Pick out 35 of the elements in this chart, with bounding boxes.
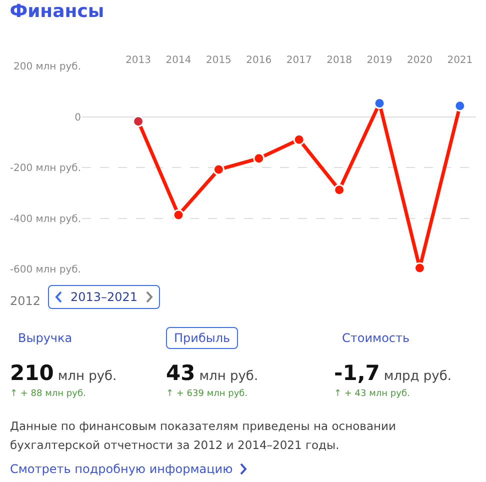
x-tick-label: 2013 (126, 55, 152, 66)
text: Выручка (18, 331, 72, 345)
x-tick-label: 2021 (447, 55, 473, 66)
text: 2012 (10, 294, 41, 308)
text: -1,7 млрд руб. (334, 361, 452, 385)
x-tick-label: 2015 (206, 55, 232, 66)
x-tick-label: 2017 (286, 55, 312, 66)
y-tick-label: 0 (74, 112, 81, 124)
text: ↑ + 88 млн руб. (10, 389, 86, 399)
y-tick-label: -400 млн руб. (10, 214, 81, 225)
text: ↑ + 639 млн руб. (166, 389, 248, 399)
text: Данные по финансовым показателям приведены на основании бухгалтерской отчетности за 2012 и 2014–2021 годы. (10, 418, 397, 454)
text: 210 млн руб. (10, 361, 117, 385)
x-tick-label: 2014 (166, 55, 192, 66)
point (253, 152, 265, 164)
x-tick-label: 2018 (326, 55, 352, 66)
point (454, 100, 466, 112)
point (212, 164, 224, 176)
text: ↑ + 43 млн руб. (334, 389, 410, 399)
text: Прибыль (166, 327, 238, 349)
y-tick-label: -200 млн руб. (10, 163, 81, 174)
chart-title: Финансы (10, 0, 104, 22)
x-tick-label: 2020 (406, 55, 432, 66)
text: Смотреть подробную информацию (10, 462, 233, 476)
text: 43 млн руб. (166, 361, 258, 385)
point (374, 98, 386, 110)
point (172, 209, 184, 221)
x-tick-label: 2019 (366, 55, 392, 66)
text: 2013–2021 (70, 290, 138, 304)
y-tick-label: -600 млн руб. (10, 264, 81, 276)
text: Стоимость (342, 331, 410, 345)
x-tick-label: 2016 (246, 55, 272, 66)
y-tick-label: 200 млн руб. (13, 62, 81, 72)
point (293, 134, 305, 146)
point (334, 184, 346, 196)
